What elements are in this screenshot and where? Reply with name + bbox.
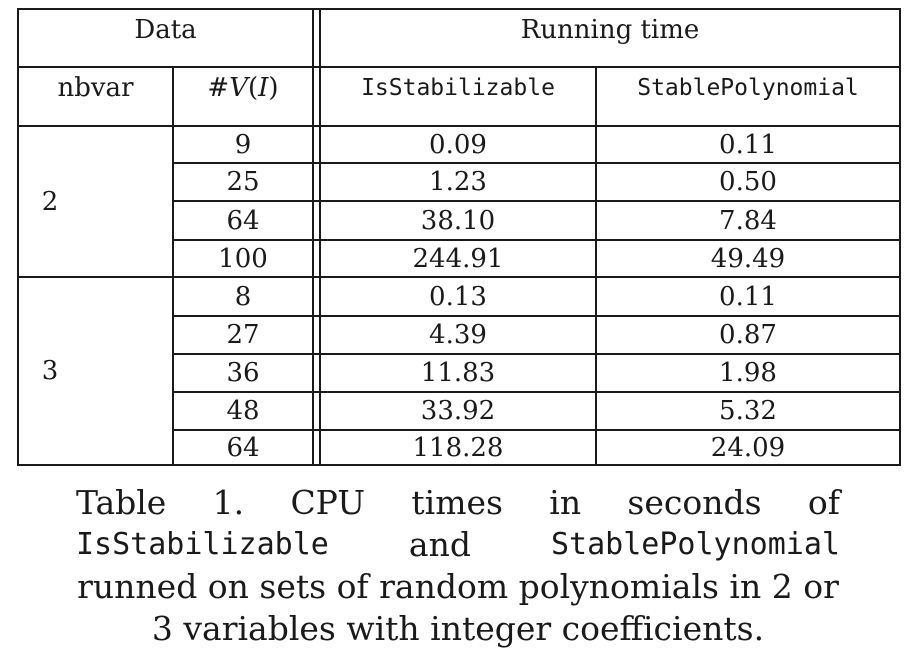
cell-isstabilizable: 0.13 xyxy=(429,281,487,312)
caption-code-isstabilizable: IsStabilizable xyxy=(76,527,329,562)
cell-stablepolynomial: 0.11 xyxy=(719,281,777,312)
vi-prefix: # xyxy=(207,73,230,103)
vi-open: ( xyxy=(247,73,259,103)
cell-stablepolynomial: 49.49 xyxy=(710,243,786,274)
rule-row-2-1 xyxy=(173,162,899,164)
caption-word: times xyxy=(411,483,503,522)
cell-v: 64 xyxy=(226,432,260,463)
cell-stablepolynomial: 0.50 xyxy=(719,167,777,197)
col-header-stablepolynomial: StablePolynomial xyxy=(637,74,859,101)
rule-under-group-header xyxy=(19,66,899,68)
col-header-nbvar: nbvar xyxy=(57,73,134,103)
caption-text: runned on sets of random polynomials in … xyxy=(77,567,839,606)
rule-row-3-1 xyxy=(173,315,899,317)
cell-isstabilizable: 38.10 xyxy=(420,205,496,236)
rule-under-column-header xyxy=(19,125,899,127)
caption-word: of xyxy=(807,483,840,522)
cell-stablepolynomial: 1.98 xyxy=(719,358,777,388)
cell-v: 48 xyxy=(226,396,260,426)
cell-isstabilizable: 0.09 xyxy=(429,129,487,160)
cell-isstabilizable: 244.91 xyxy=(412,243,504,274)
caption-line-2: IsStabilizable and StablePolynomial xyxy=(76,524,840,566)
cell-stablepolynomial: 24.09 xyxy=(710,432,786,463)
cell-v: 64 xyxy=(226,205,260,236)
cell-isstabilizable: 11.83 xyxy=(420,358,496,388)
cell-isstabilizable: 33.92 xyxy=(420,396,496,426)
caption-word: CPU xyxy=(290,483,366,522)
cell-stablepolynomial: 0.11 xyxy=(719,129,777,160)
rule-row-3-3 xyxy=(173,391,899,393)
col-header-vi: # V(I) xyxy=(174,68,312,108)
vi-main: V xyxy=(229,73,248,103)
cell-isstabilizable: 118.28 xyxy=(412,432,504,463)
rule-row-3-2 xyxy=(173,353,899,355)
cell-isstabilizable: 4.39 xyxy=(429,320,487,350)
rule-row-2-3 xyxy=(173,239,899,241)
cell-stablepolynomial: 7.84 xyxy=(719,205,777,236)
nbvar-group-3: 3 xyxy=(41,356,59,386)
rule-row-2-2 xyxy=(173,200,899,202)
cell-v: 36 xyxy=(226,358,260,388)
header-running-time: Running time xyxy=(520,15,700,45)
caption-word: and xyxy=(408,525,471,564)
cell-v: 27 xyxy=(226,320,260,350)
caption-line-3: runned on sets of random polynomials in … xyxy=(76,566,840,608)
cell-v: 100 xyxy=(218,243,268,274)
rule-double-left xyxy=(312,10,314,464)
cpu-times-table: Data Running time nbvar # V(I) IsStabiliz… xyxy=(17,8,901,466)
rule-row-3-4 xyxy=(173,429,899,431)
caption-word: 1. xyxy=(212,483,245,522)
rule-double-right xyxy=(319,10,321,464)
nbvar-group-2: 2 xyxy=(41,186,59,217)
cell-isstabilizable: 1.23 xyxy=(429,167,487,197)
caption-word: Table xyxy=(76,483,167,522)
table-caption: Table 1. CPU times in seconds of IsStabi… xyxy=(76,482,840,650)
col-header-isstabilizable: IsStabilizable xyxy=(361,74,555,101)
caption-text: 3 variables with integer coefficients. xyxy=(151,609,765,648)
caption-line-4: 3 variables with integer coefficients. xyxy=(76,608,840,650)
cell-v: 8 xyxy=(234,281,252,312)
vi-arg: I xyxy=(258,73,269,103)
rule-group-separator xyxy=(19,276,899,278)
header-data: Data xyxy=(134,15,197,45)
caption-line-1: Table 1. CPU times in seconds of xyxy=(76,482,840,524)
caption-word: in xyxy=(549,483,582,522)
caption-code-stablepolynomial: StablePolynomial xyxy=(551,527,840,562)
cell-stablepolynomial: 0.87 xyxy=(719,320,777,350)
cell-v: 25 xyxy=(226,167,260,197)
rule-col-running xyxy=(595,66,597,464)
cell-v: 9 xyxy=(234,129,252,160)
cell-stablepolynomial: 5.32 xyxy=(719,396,777,426)
rule-col-nbvar xyxy=(172,66,174,464)
caption-word: seconds xyxy=(627,483,762,522)
vi-close: ) xyxy=(268,73,279,103)
